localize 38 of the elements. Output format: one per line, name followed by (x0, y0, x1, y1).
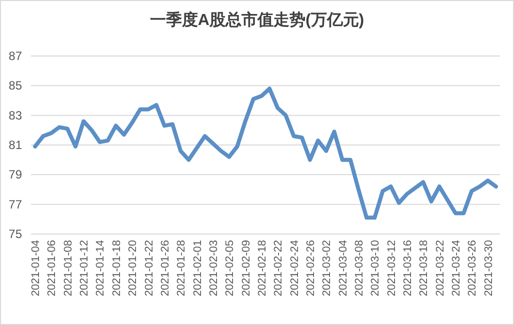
x-tick-label: 2021-03-30 (482, 240, 495, 296)
y-tick-label: 83 (8, 108, 22, 122)
x-tick-label: 2021-02-03 (208, 240, 220, 296)
x-tick-label: 2021-01-28 (176, 240, 188, 296)
x-tick-label: 2021-03-24 (450, 240, 463, 296)
line-series (33, 86, 498, 220)
x-tick-label: 2021-03-02 (321, 240, 334, 296)
x-tick-label: 2021-01-18 (110, 240, 123, 296)
y-tick-label: 85 (8, 78, 22, 93)
x-tick-label: 2021-01-20 (127, 240, 140, 296)
x-tick-label: 2021-01-26 (159, 240, 172, 296)
y-tick-label: 75 (8, 227, 22, 241)
x-tick-label: 2021-03-22 (434, 240, 446, 296)
x-tick-label: 2021-02-01 (192, 240, 204, 296)
x-tick-label: 2021-02-26 (304, 240, 317, 296)
y-tick-label: 77 (8, 197, 22, 212)
x-tick-label: 2021-03-12 (386, 240, 398, 296)
x-tick-label: 2021-03-08 (353, 240, 366, 296)
y-tick-label: 87 (8, 49, 22, 63)
y-tick-label: 81 (8, 138, 22, 152)
x-tick-label: 2021-01-08 (62, 240, 74, 296)
x-tick-label: 2021-03-04 (337, 240, 350, 296)
x-tick-label: 2021-01-06 (46, 240, 58, 296)
chart-title: 一季度A股总市值走势(万亿元) (150, 10, 364, 29)
x-tick-label: 2021-03-26 (466, 240, 479, 296)
x-tick-label: 2021-02-05 (224, 240, 236, 296)
x-tick-label: 2021-02-22 (272, 240, 285, 296)
x-tick-label: 2021-03-10 (370, 240, 382, 296)
x-tick-label: 2021-01-04 (30, 240, 42, 296)
x-tick-label: 2021-01-12 (78, 240, 91, 296)
x-tick-label: 2021-01-14 (94, 240, 107, 296)
x-tick-label: 2021-03-16 (402, 240, 414, 296)
x-tick-label: 2021-02-09 (240, 240, 252, 296)
x-tick-label: 2021-02-18 (256, 240, 268, 296)
x-tick-label: 2021-01-22 (143, 240, 156, 296)
x-tick-label: 2021-03-18 (418, 240, 430, 296)
y-tick-label: 79 (8, 168, 22, 182)
x-tick-label: 2021-02-24 (288, 240, 301, 296)
